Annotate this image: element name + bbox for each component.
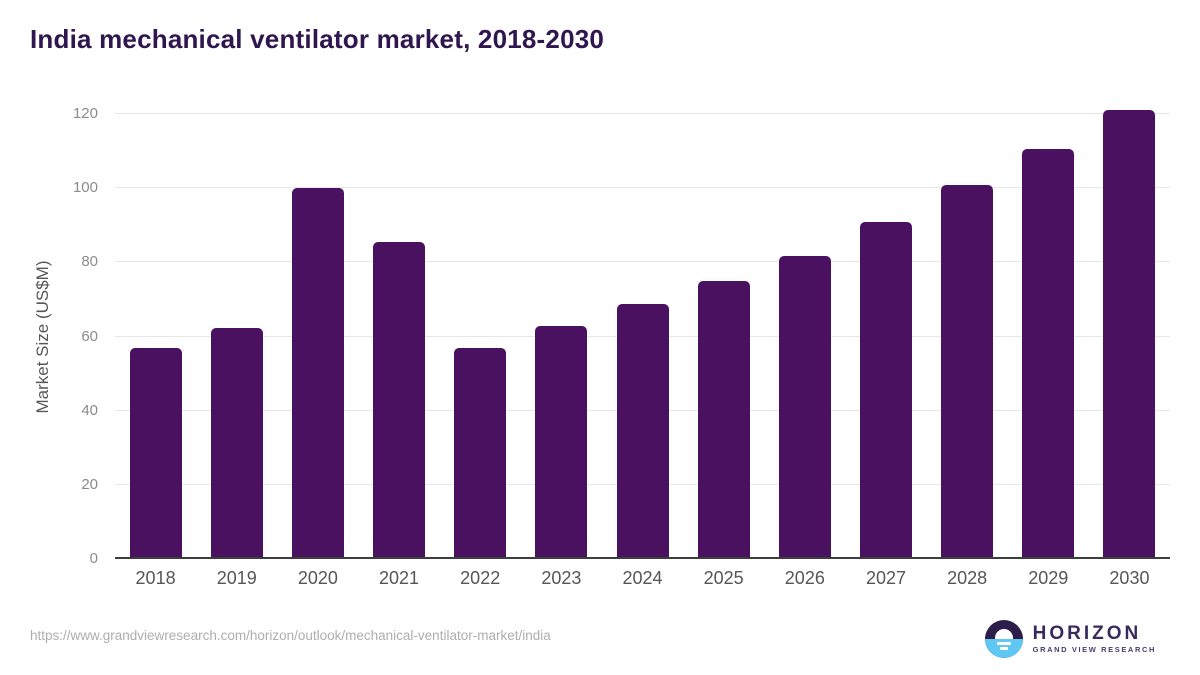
x-axis-line [115,557,1170,559]
x-tick-label-2022: 2022 [460,568,501,588]
gridline-100 [115,187,1170,189]
water-shape [984,639,1023,658]
y-axis-title: Market Size (US$M) [33,260,52,414]
source-url: https://www.grandviewresearch.com/horizo… [30,628,551,643]
y-tick-label-80: 80 [81,253,98,271]
bar-slot-2018 [115,113,196,558]
bar-2022[interactable] [454,348,507,558]
bar-2024[interactable] [616,303,669,558]
x-tick-label-2023: 2023 [541,568,582,588]
bar-slot-2024 [602,113,683,558]
plot-area [115,110,1170,559]
x-tick-label-2025: 2025 [703,568,744,588]
bar-2018[interactable] [129,348,182,558]
y-tick-label-120: 120 [72,105,98,122]
x-tick-label-2028: 2028 [947,568,988,588]
wave-line [996,642,1011,645]
x-tick-label-2027: 2027 [865,568,906,588]
logo-name: HORIZON [1032,622,1142,644]
x-tick-label-2030: 2030 [1109,568,1150,588]
bar-slot-2021 [358,113,439,558]
bar-2027[interactable] [859,222,912,558]
logo-subtitle: GRAND VIEW RESEARCH [1032,645,1156,655]
x-tick-label-2021: 2021 [379,568,420,588]
bar-slot-2029 [1008,113,1089,558]
y-tick-label-20: 20 [81,475,98,493]
bar-2025[interactable] [697,280,750,558]
bar-slot-2022 [440,113,521,558]
bar-slot-2019 [196,113,277,558]
bar-2026[interactable] [778,256,831,558]
gridline-80 [115,261,1170,263]
bar-slot-2027 [845,113,926,558]
bar-slot-2026 [764,113,845,558]
bar-2028[interactable] [941,184,994,558]
bar-2021[interactable] [373,241,426,558]
x-tick-label-2026: 2026 [784,568,825,588]
y-tick-label-100: 100 [72,179,98,197]
x-tick-label-2019: 2019 [216,568,257,588]
wave-line [999,647,1008,650]
bar-2023[interactable] [535,325,588,558]
bar-2029[interactable] [1022,149,1075,558]
x-tick-labels: 2018 2019 2020 2021 2022 2023 2024 2025 2026 2027… [115,568,1170,589]
chart-title: India mechanical ventilator market, 2018… [30,24,605,54]
bar-slot-2030 [1089,110,1170,558]
x-tick-label-2020: 2020 [297,568,338,588]
x-tick-label-2029: 2029 [1028,568,1069,588]
bar-2030[interactable] [1103,110,1156,558]
logo-text: HORIZON GRAND VIEW RESEARCH [1032,622,1156,655]
gridline-120 [115,113,1170,114]
horizon-logo[interactable]: HORIZON GRAND VIEW RESEARCH [984,616,1156,662]
y-tick-label-40: 40 [81,401,98,419]
horizon-sun-over-water-icon [984,620,1023,658]
bar-slot-2023 [521,113,602,558]
bar-2019[interactable] [210,328,263,558]
bar-slot-2028 [927,113,1008,558]
bar-slot-2025 [683,113,764,558]
bar-2020[interactable] [291,187,344,558]
x-tick-label-2024: 2024 [622,568,663,588]
bar-slot-2020 [277,113,358,558]
y-tick-label-60: 60 [81,327,98,345]
y-tick-label-0: 0 [89,550,98,567]
x-tick-label-2018: 2018 [135,568,176,588]
bars-container [115,110,1170,558]
